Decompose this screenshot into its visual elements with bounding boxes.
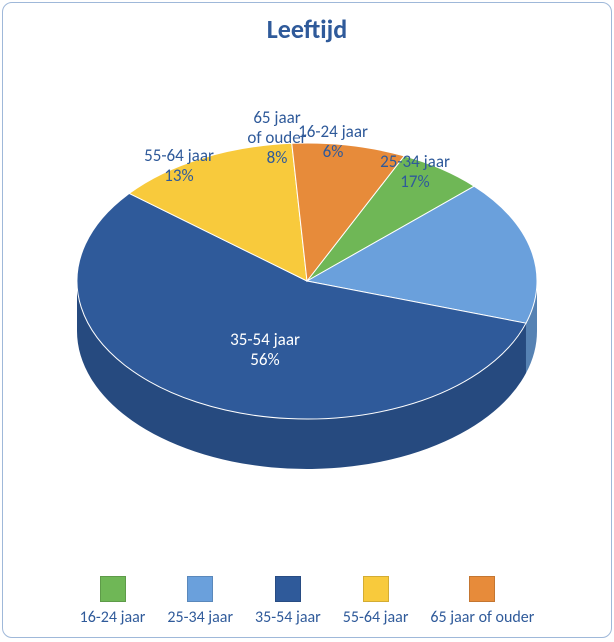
- legend-swatch: [187, 576, 213, 602]
- legend-label: 65 jaar of ouder: [430, 608, 534, 627]
- legend-swatch: [469, 576, 495, 602]
- legend-item: 25-34 jaar: [167, 576, 233, 627]
- legend: 16-24 jaar 25-34 jaar 35-54 jaar 55-64 jaar…: [3, 576, 611, 627]
- legend-item: 65 jaar of ouder: [430, 576, 534, 627]
- legend-swatch: [275, 576, 301, 602]
- legend-label: 25-34 jaar: [167, 608, 233, 627]
- legend-swatch: [363, 576, 389, 602]
- legend-item: 16-24 jaar: [80, 576, 146, 627]
- chart-title: Leeftijd: [3, 13, 611, 45]
- pie-chart: 16-24 jaar6%25-34 jaar17%35-54 jaar56%55…: [3, 51, 611, 555]
- legend-item: 55-64 jaar: [343, 576, 409, 627]
- chart-card: Leeftijd 16-24 jaar6%25-34 jaar17%35-54 …: [2, 2, 612, 638]
- legend-label: 35-54 jaar: [255, 608, 321, 627]
- legend-item: 35-54 jaar: [255, 576, 321, 627]
- legend-label: 55-64 jaar: [343, 608, 409, 627]
- legend-label: 16-24 jaar: [80, 608, 146, 627]
- legend-swatch: [100, 576, 126, 602]
